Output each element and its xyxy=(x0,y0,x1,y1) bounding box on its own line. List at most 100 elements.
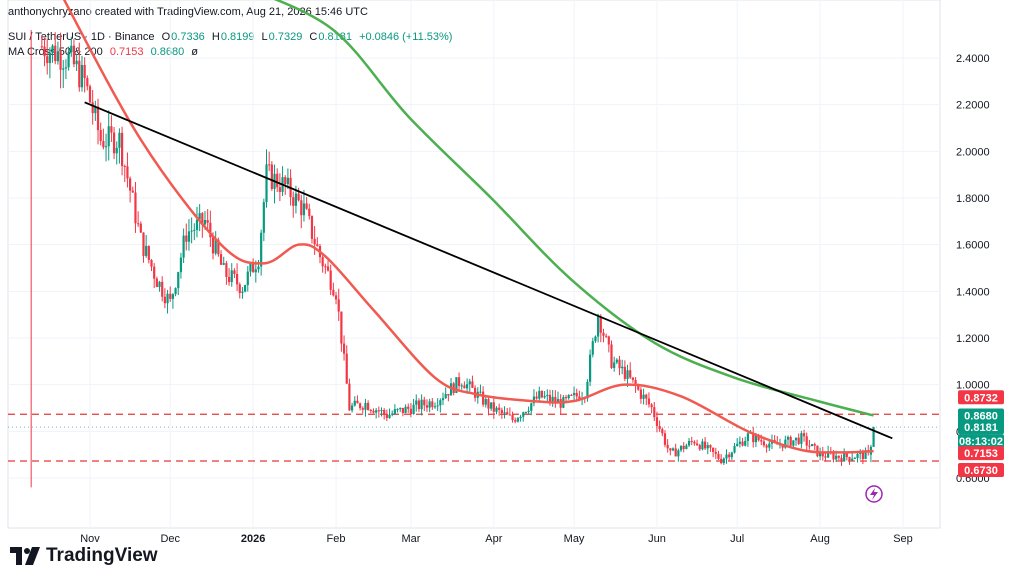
candle-body xyxy=(784,439,787,448)
candle xyxy=(54,32,57,65)
candle xyxy=(738,436,741,448)
candle xyxy=(431,397,434,410)
candle xyxy=(46,38,49,75)
candles xyxy=(30,30,875,488)
hide-indicator-icon[interactable]: ø xyxy=(191,46,199,58)
candle-body xyxy=(792,440,795,446)
plot-frame xyxy=(7,0,941,529)
time-axis[interactable]: Nov Dec 2026 Feb Mar Apr May Jun Jul Aug Sep xyxy=(80,533,913,545)
candle xyxy=(524,411,528,414)
candle xyxy=(118,128,121,164)
candle-body xyxy=(808,445,811,447)
candle xyxy=(409,403,413,418)
candle-body xyxy=(230,270,233,283)
x-tick-label: Sep xyxy=(893,533,913,545)
candle xyxy=(171,293,175,309)
candle-body xyxy=(605,335,608,337)
candle xyxy=(522,411,525,422)
candle xyxy=(629,362,632,380)
candle-body xyxy=(244,285,247,292)
candle xyxy=(195,206,199,238)
candle xyxy=(292,191,295,218)
candle xyxy=(487,396,490,416)
candle-body xyxy=(655,417,659,427)
candle-body xyxy=(268,164,271,166)
candle-body xyxy=(599,316,602,333)
candle xyxy=(468,378,471,392)
candle-body xyxy=(356,400,359,404)
candle-body xyxy=(754,435,758,443)
candle xyxy=(169,286,172,302)
candle-body xyxy=(818,452,822,457)
price-axis[interactable]: 2.4000 2.2000 2.0000 1.8000 1.6000 1.4000 1.20… xyxy=(956,53,990,485)
candle-body xyxy=(848,457,851,461)
candle xyxy=(800,430,803,449)
candle xyxy=(150,259,153,272)
candle xyxy=(139,221,142,234)
candle-body xyxy=(631,377,634,380)
candle-body xyxy=(401,407,404,414)
candle-body xyxy=(337,299,340,312)
candle xyxy=(214,231,217,256)
candle-body xyxy=(540,390,544,398)
candle-body xyxy=(174,288,177,295)
candle-body xyxy=(712,447,715,453)
candle-body xyxy=(123,165,126,167)
candle xyxy=(540,390,544,399)
candle xyxy=(786,435,790,446)
candle xyxy=(161,276,164,302)
candle-body xyxy=(72,45,76,65)
candle xyxy=(722,457,725,465)
brand-name: TradingView xyxy=(46,545,158,566)
candle xyxy=(693,440,696,446)
candle-body xyxy=(532,396,536,404)
candle xyxy=(377,406,380,418)
candle xyxy=(810,443,814,447)
candle-body xyxy=(615,359,618,363)
candle xyxy=(94,100,97,121)
candle xyxy=(733,442,736,454)
candle-body xyxy=(578,396,581,401)
candle xyxy=(244,284,247,293)
candle xyxy=(682,442,685,453)
candle-body xyxy=(415,400,418,405)
candle xyxy=(340,311,343,352)
candle-body xyxy=(738,441,741,444)
candle-body xyxy=(768,443,771,448)
candle xyxy=(543,390,546,399)
price-badge-box xyxy=(958,390,1004,405)
candle xyxy=(417,398,421,412)
candle xyxy=(794,437,798,446)
candle xyxy=(297,187,300,202)
candle-body xyxy=(436,405,439,407)
candle xyxy=(572,386,576,402)
candle-body xyxy=(91,102,94,114)
candle xyxy=(661,427,664,437)
candle xyxy=(262,198,265,242)
price-badge-label: 0.8732 xyxy=(964,392,998,404)
candle xyxy=(67,46,70,71)
candle xyxy=(235,263,239,291)
x-tick-label: Nov xyxy=(80,533,100,545)
candle-body xyxy=(420,399,423,410)
candle xyxy=(508,407,511,416)
candle xyxy=(112,127,116,160)
candle-body xyxy=(805,436,808,446)
lightning-icon[interactable] xyxy=(865,485,883,503)
candle-body xyxy=(120,132,124,166)
price-badge-box xyxy=(958,434,1004,449)
candle-body xyxy=(626,370,629,379)
candle xyxy=(348,378,351,411)
candle xyxy=(618,355,621,376)
candle-body xyxy=(201,213,204,225)
candle xyxy=(177,271,180,296)
candle-body xyxy=(530,403,533,411)
candle-body xyxy=(118,132,121,148)
candle xyxy=(383,408,386,420)
candle xyxy=(179,252,183,279)
candle-body xyxy=(564,397,568,399)
candle-body xyxy=(246,271,249,286)
candle xyxy=(789,435,792,447)
candle xyxy=(163,288,166,309)
